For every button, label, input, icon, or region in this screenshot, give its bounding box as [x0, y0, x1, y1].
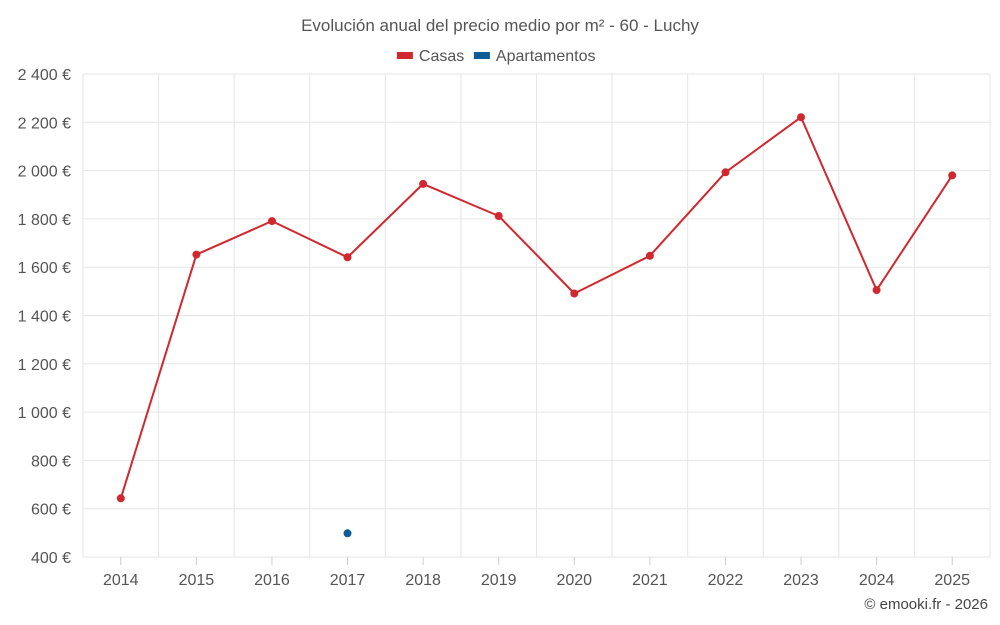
data-point-casas [343, 253, 352, 262]
legend-swatch-casas [396, 52, 413, 59]
data-point-casas [721, 168, 730, 177]
legend: Casas Apartamentos [396, 48, 596, 65]
series-layer [116, 113, 957, 538]
y-tick-label: 2 200 € [18, 115, 71, 132]
legend-swatch-apartamentos [473, 52, 490, 59]
chart-title: Evolución anual del precio medio por m² … [301, 16, 699, 35]
data-point-casas [268, 217, 276, 226]
x-tick-label: 2021 [632, 572, 668, 589]
data-point-casas [116, 494, 125, 503]
data-point-casas [570, 289, 579, 298]
x-tick-label: 2017 [330, 572, 366, 589]
data-point-apartamentos [343, 529, 352, 538]
x-tick-label: 2025 [934, 572, 970, 589]
data-point-casas [419, 179, 428, 188]
y-tick-label: 400 € [31, 550, 71, 567]
x-tick-label: 2014 [103, 572, 139, 589]
data-point-casas [494, 212, 503, 220]
y-tick-label: 600 € [31, 502, 71, 519]
x-tick-label: 2018 [405, 572, 441, 589]
y-tick-label: 2 400 € [18, 67, 71, 84]
y-tick-label: 1 200 € [18, 357, 71, 374]
data-point-casas [192, 250, 201, 259]
data-point-casas [645, 251, 654, 260]
legend-label-apartamentos: Apartamentos [496, 48, 596, 65]
y-tick-label: 1 000 € [18, 405, 71, 422]
x-tick-label: 2020 [556, 572, 592, 589]
x-tick-label: 2019 [481, 572, 517, 589]
axes: 400 € 600 € 800 € 1 000 € 1 200 € 1 400 € 1 60… [18, 67, 970, 589]
x-tick-label: 2022 [708, 572, 744, 589]
y-tick-label: 1 600 € [18, 260, 71, 277]
y-tick-label: 2 000 € [18, 164, 71, 181]
y-tick-label: 800 € [31, 453, 71, 470]
x-tick-label: 2023 [783, 572, 819, 589]
x-tick-label: 2024 [859, 572, 895, 589]
y-tick-label: 1 800 € [18, 212, 71, 229]
credit-text: © emooki.fr - 2026 [864, 596, 988, 613]
legend-label-casas: Casas [419, 48, 464, 65]
x-tick-label: 2015 [179, 572, 215, 589]
data-point-casas [948, 171, 957, 180]
grid [82, 73, 991, 558]
series-line-casas [119, 116, 954, 499]
data-point-casas [797, 113, 805, 122]
x-tick-label: 2016 [254, 572, 290, 589]
data-point-casas [872, 286, 881, 295]
y-tick-label: 1 400 € [18, 309, 71, 326]
